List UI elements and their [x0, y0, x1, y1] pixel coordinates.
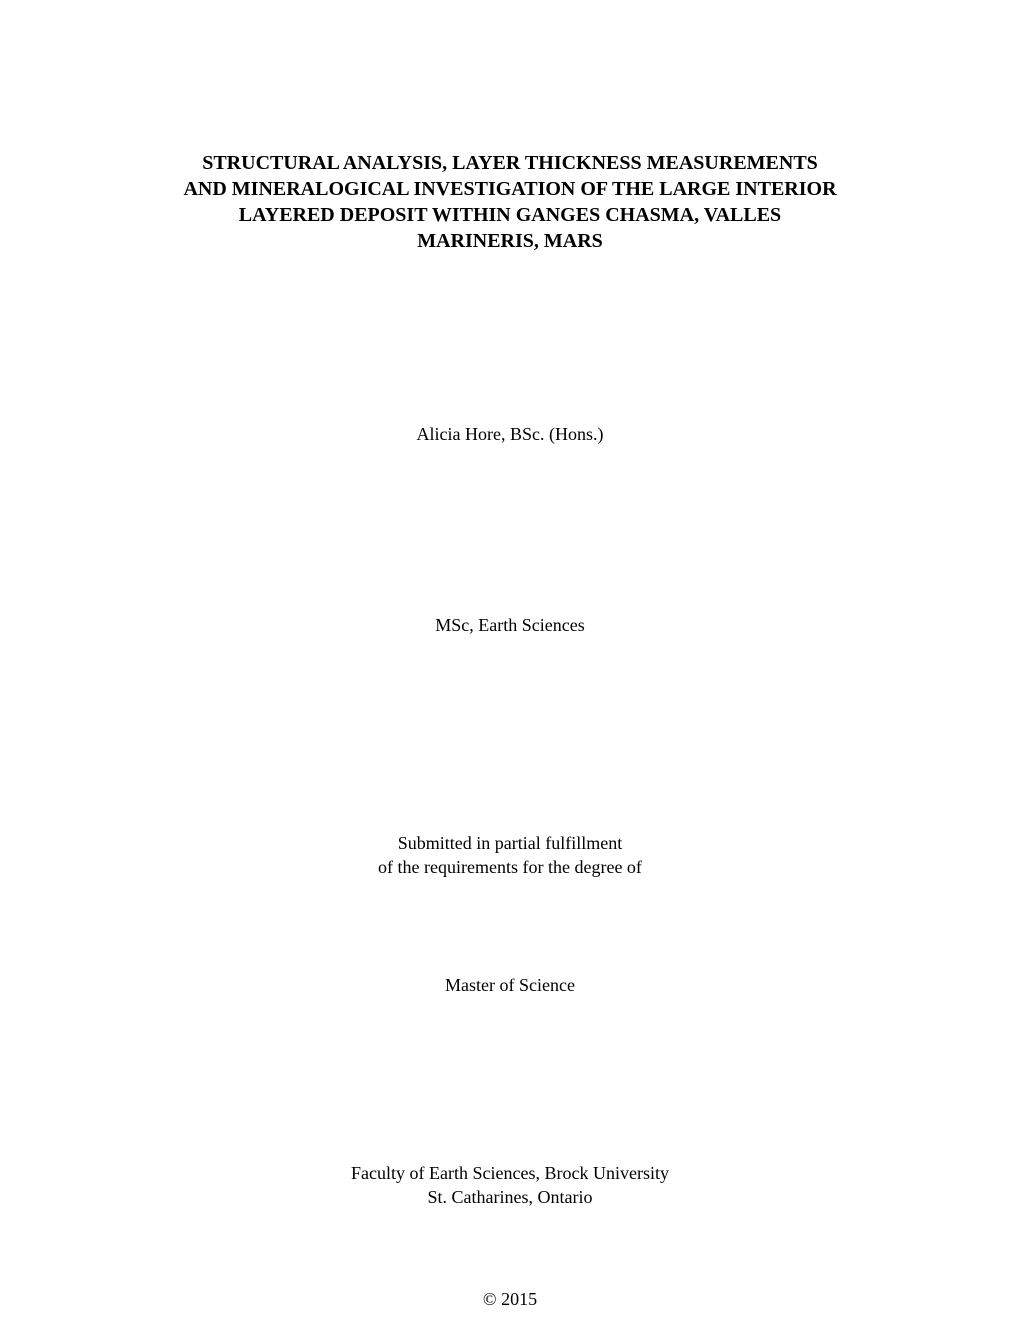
title-line-3: LAYERED DEPOSIT WITHIN GANGES CHASMA, VA… — [105, 202, 915, 228]
title-line-2: AND MINERALOGICAL INVESTIGATION OF THE L… — [105, 176, 915, 202]
thesis-title: STRUCTURAL ANALYSIS, LAYER THICKNESS MEA… — [105, 150, 915, 254]
institution-line-1: Faculty of Earth Sciences, Brock Univers… — [105, 1161, 915, 1185]
institution-line-2: St. Catharines, Ontario — [105, 1185, 915, 1209]
institution: Faculty of Earth Sciences, Brock Univers… — [105, 1161, 915, 1210]
program-name: MSc, Earth Sciences — [105, 615, 915, 636]
degree-name: Master of Science — [105, 975, 915, 996]
submission-line-1: Submitted in partial fulfillment — [105, 831, 915, 855]
submission-statement: Submitted in partial fulfillment of the … — [105, 831, 915, 880]
submission-line-2: of the requirements for the degree of — [105, 855, 915, 879]
author-name: Alicia Hore, BSc. (Hons.) — [105, 424, 915, 445]
title-line-4: MARINERIS, MARS — [105, 228, 915, 254]
title-line-1: STRUCTURAL ANALYSIS, LAYER THICKNESS MEA… — [105, 150, 915, 176]
copyright-notice: © 2015 — [105, 1289, 915, 1310]
